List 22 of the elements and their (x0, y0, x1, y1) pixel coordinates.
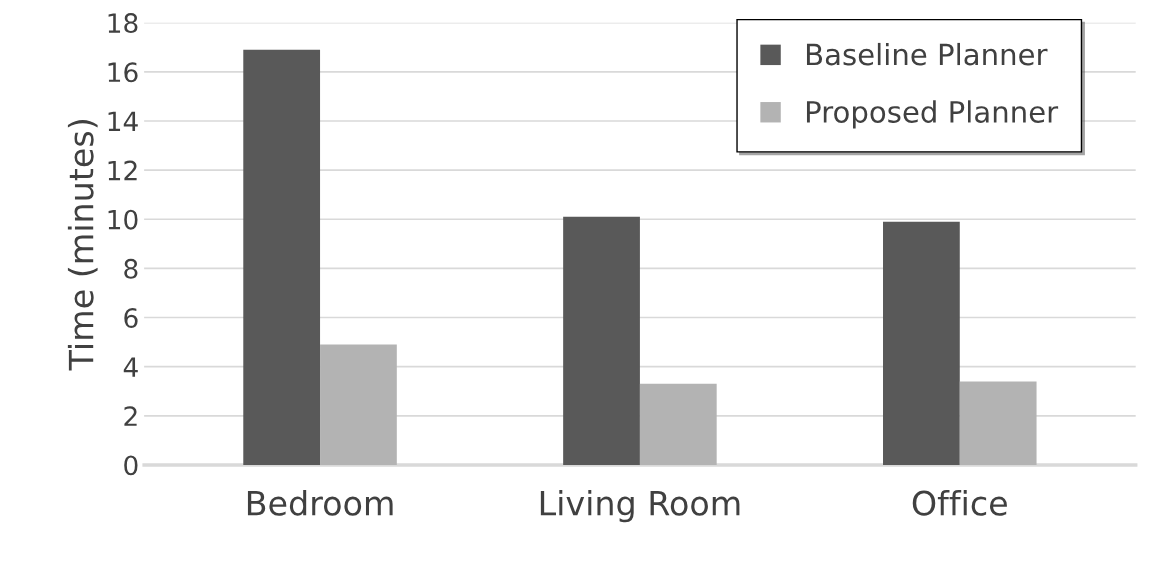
bar (639, 383, 717, 465)
legend-label: Proposed Planner (806, 100, 1059, 129)
legend-label: Baseline Planner (806, 42, 1048, 66)
y-tick-label: 14 (108, 111, 138, 131)
y-tick-label: 18 (108, 13, 138, 34)
bar (243, 49, 321, 465)
bar (959, 381, 1037, 465)
y-tick-label: 6 (124, 307, 138, 328)
bar (563, 216, 640, 465)
y-tick-label: 10 (108, 209, 138, 230)
y-tick-label: 8 (124, 258, 138, 279)
y-axis-title: Time (minutes) (67, 120, 98, 371)
x-tick-label: Office (912, 489, 1007, 516)
y-tick-label: 2 (124, 406, 137, 426)
y-tick-label: 4 (123, 357, 138, 377)
bar (320, 344, 397, 465)
x-tick-label: Living Room (540, 489, 740, 523)
bar (883, 221, 960, 465)
x-tick-label: Bedroom (247, 489, 393, 516)
y-tick-label: 16 (108, 62, 138, 83)
y-tick-label: 12 (108, 160, 137, 181)
y-tick-label: 0 (124, 455, 138, 476)
